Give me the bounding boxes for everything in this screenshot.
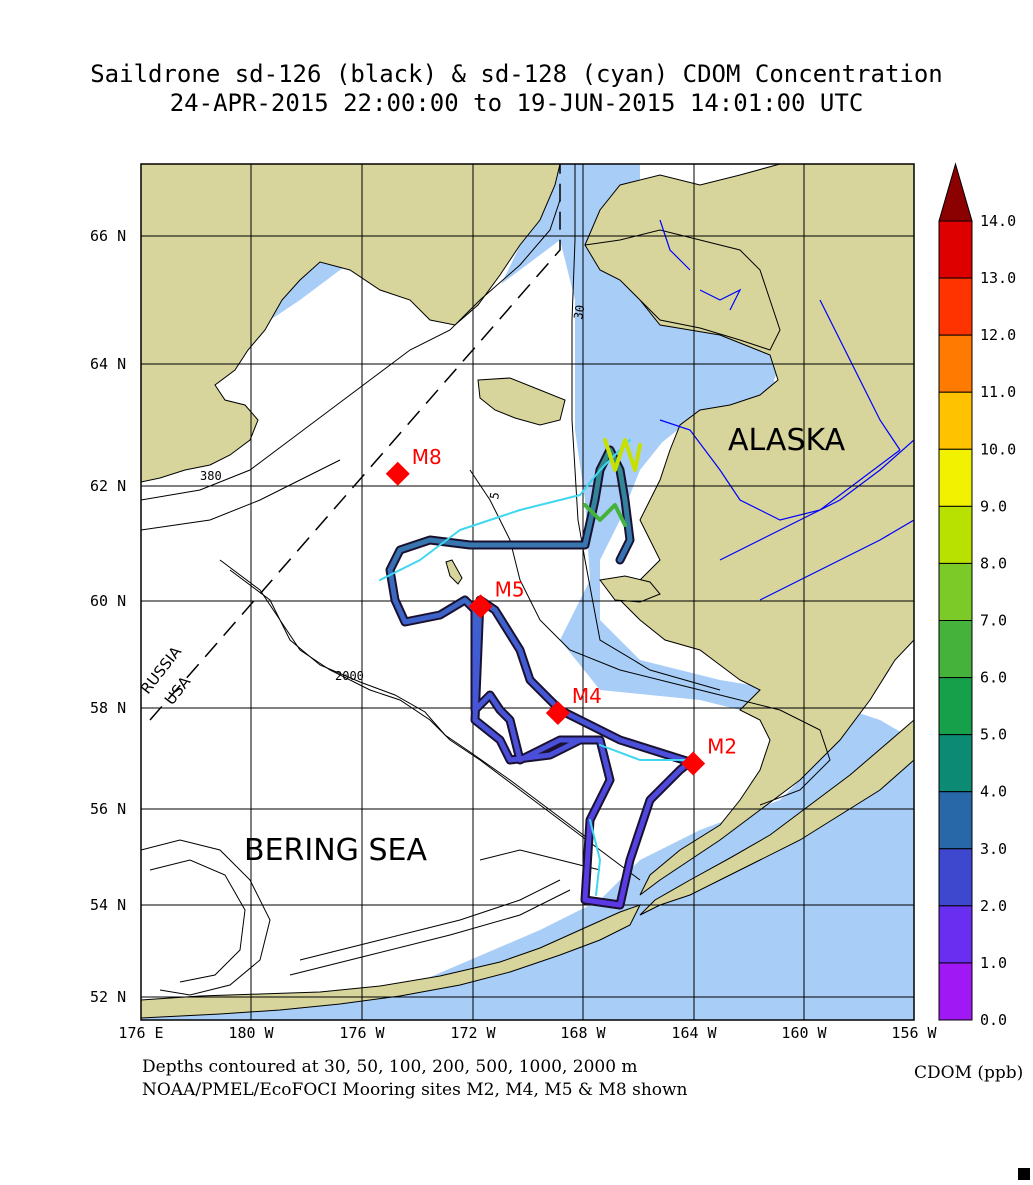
map-frame [140,163,915,1021]
land-aleutians [141,904,641,1019]
colorbar-tick-label: 2.0 [980,897,1007,915]
depth-contours [141,164,831,996]
track-sd128-cyan [379,439,691,896]
colorbar-cell [938,391,973,450]
lon-tick: 176 W [339,1024,385,1042]
colorbar-tick-label: 12.0 [980,326,1016,344]
colorbar-cell [938,334,973,393]
label-bering-sea: BERING SEA [244,833,427,868]
mooring-label-m5: M5 [495,577,525,601]
contour-label-380: 380 [200,469,222,483]
lon-ticks: 176 E 180 W 176 W 172 W 168 W 164 W 160 … [118,1024,937,1042]
colorbar-cell [938,677,973,736]
colorbar-cell [938,505,973,564]
lon-tick: 176 E [118,1024,163,1042]
colorbar-tick-label: 0.0 [980,1011,1007,1029]
lat-tick: 54 N [90,896,126,914]
mooring-sites: M8 M5 M4 M2 [385,445,737,776]
convention-line [149,164,561,721]
colorbar-cell [938,905,973,964]
label-alaska: ALASKA [728,423,846,458]
colorbar-tick-label: 11.0 [980,383,1016,401]
mooring-label-m2: M2 [707,735,737,759]
track-sd128 [387,447,693,908]
colorbar-tick-label: 4.0 [980,783,1007,801]
land-st-matthew [445,559,463,585]
lon-tick: 160 W [781,1024,827,1042]
lat-tick: 64 N [90,355,126,373]
plot-title: Saildrone sd-126 (black) & sd-128 (cyan)… [90,60,943,88]
norton-sound-water [580,320,780,470]
land-alaska-peninsula [639,719,914,916]
contour-label-2000: 2000 [335,669,364,683]
colorbar-cell [938,448,973,507]
lon-tick: 156 W [891,1024,937,1042]
colorbar: 14.0 13.0 12.0 11.0 10.0 9.0 8.0 7.0 6.0 5.0 4.0 3.… [938,162,1016,1029]
colorbar-cell [938,734,973,793]
mooring-marker-m8 [385,461,410,486]
lon-tick: 172 W [450,1024,496,1042]
grid-lines [141,164,914,1020]
colorbar-tick-label: 10.0 [980,440,1016,458]
colorbar-tick-label: 9.0 [980,497,1007,515]
contour-label-30: 30 [571,304,587,321]
land-nunivak-island [599,575,661,603]
lat-tick: 56 N [90,800,126,818]
lat-tick: 60 N [90,592,126,610]
lon-tick: 164 W [671,1024,717,1042]
lat-tick: 62 N [90,477,126,495]
colorbar-cell [938,277,973,336]
saildrone-tracks [379,438,695,910]
footnote-depths: Depths contoured at 30, 50, 100, 200, 50… [142,1057,638,1077]
land-st-lawrence-island [477,377,566,426]
colorbar-cell [938,220,973,279]
colorbar-tick-label: 13.0 [980,269,1016,287]
plot-subtitle: 24-APR-2015 22:00:00 to 19-JUN-2015 14:0… [169,89,864,117]
mooring-marker-m5 [468,594,493,619]
lat-ticks: 66 N 64 N 62 N 60 N 58 N 56 N 54 N 52 N [90,227,126,1006]
colorbar-cell [938,791,973,850]
colorbar-tick-label: 7.0 [980,612,1007,630]
lat-tick: 52 N [90,988,126,1006]
track-mid-cdom [583,503,627,527]
mooring-marker-m4 [545,701,570,726]
map-area: ALASKA BERING SEA RUSSIA USA 30 380 2000… [141,164,914,1020]
colorbar-cell [938,848,973,907]
colorbar-tick-label: 8.0 [980,554,1007,572]
track-high-cdom [603,438,642,472]
colorbar-tick-label: 3.0 [980,840,1007,858]
lon-tick: 168 W [560,1024,606,1042]
colorbar-tick-label: 6.0 [980,669,1007,687]
colorbar-cell [938,562,973,622]
colorbar-tick-label: 1.0 [980,954,1007,972]
land-alaska [584,164,914,896]
colorbar-units: CDOM (ppb) [914,1063,1024,1083]
rivers [659,219,914,601]
mooring-marker-m2 [681,751,706,776]
colorbar-tick-label: 5.0 [980,726,1007,744]
land-chukotka [141,164,561,483]
lon-tick: 180 W [228,1024,274,1042]
mooring-label-m4: M4 [572,684,602,708]
colorbar-cell [938,962,973,1021]
mooring-label-m8: M8 [412,445,442,469]
colorbar-overflow-triangle [938,162,973,222]
corner-marker [1018,1168,1030,1180]
footnote-moorings: NOAA/PMEL/EcoFOCI Mooring sites M2, M4, … [142,1080,688,1100]
colorbar-tick-label: 14.0 [980,212,1016,230]
colorbar-cell [938,620,973,679]
land-seward-peninsula [584,229,781,351]
lat-tick: 58 N [90,699,126,717]
contour-label-5: 5 [487,491,502,501]
lat-tick: 66 N [90,227,126,245]
